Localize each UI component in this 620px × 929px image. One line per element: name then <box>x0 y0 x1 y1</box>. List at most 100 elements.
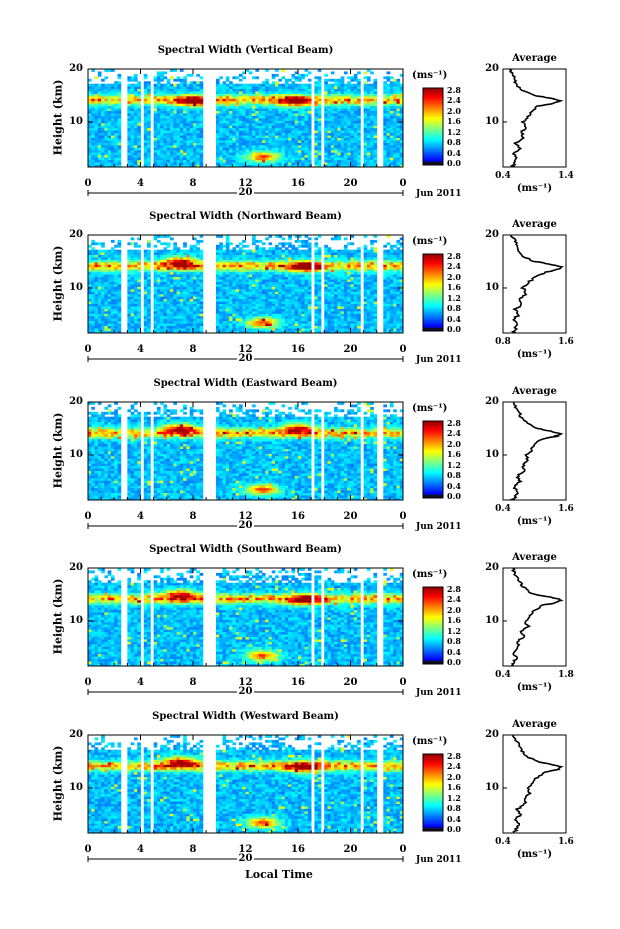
heatmap-cell <box>137 110 141 114</box>
heatmap-cell <box>189 274 194 278</box>
heatmap-cell <box>215 152 220 156</box>
heatmap-cell <box>104 279 109 282</box>
heatmap-cell <box>255 301 260 304</box>
heatmap-cell <box>222 310 227 314</box>
heatmap-cell <box>383 130 387 134</box>
heatmap-cell <box>340 88 345 92</box>
heatmap-cell <box>147 100 151 104</box>
heatmap-cell <box>189 281 194 285</box>
heatmap-cell <box>186 320 191 324</box>
heatmap-cell <box>104 249 109 253</box>
heatmap-cell <box>294 93 299 97</box>
heatmap-cell <box>173 328 177 331</box>
heatmap-cell <box>163 247 168 251</box>
heatmap-cell <box>238 130 243 134</box>
heatmap-cell <box>275 330 279 334</box>
heatmap-cell <box>110 137 115 141</box>
heatmap-cell <box>304 118 309 121</box>
heatmap-cell <box>261 279 266 282</box>
heatmap-cell <box>88 130 92 134</box>
heatmap-cell <box>281 157 286 161</box>
heatmap-cell <box>275 137 279 141</box>
heatmap-cell <box>238 105 243 109</box>
heatmap-cell <box>301 91 305 94</box>
heatmap-cell <box>268 235 273 238</box>
heatmap-cell <box>238 291 243 295</box>
heatmap-cell <box>104 149 109 153</box>
heatmap-cell <box>153 154 158 158</box>
heatmap-cell <box>173 132 177 136</box>
heatmap-cell <box>189 279 194 282</box>
heatmap-cell <box>245 259 250 263</box>
heatmap-cell <box>97 271 102 275</box>
heatmap-cell <box>393 157 397 161</box>
heatmap-cell <box>268 308 273 312</box>
heatmap-cell <box>101 328 105 331</box>
heatmap-cell <box>235 152 240 156</box>
heatmap-cell <box>199 330 204 334</box>
heatmap-cell <box>104 132 109 136</box>
heatmap-cell <box>160 330 164 334</box>
heatmap-cell <box>298 149 302 153</box>
heatmap-cell <box>350 152 355 156</box>
heatmap-cell <box>327 140 332 143</box>
heatmap-cell <box>284 118 289 121</box>
heatmap-cell <box>219 279 223 282</box>
heatmap-cell <box>222 257 227 260</box>
heatmap-cell <box>176 76 181 80</box>
heatmap-cell <box>278 105 282 109</box>
heatmap-cell <box>107 313 112 317</box>
heatmap-cell <box>373 147 378 151</box>
heatmap-cell <box>366 137 371 141</box>
heatmap-cell <box>334 113 338 116</box>
heatmap-cell <box>284 281 289 285</box>
heatmap-cell <box>189 140 194 143</box>
heatmap-cell <box>166 330 171 334</box>
heatmap-cell <box>104 318 109 322</box>
heatmap-cell <box>314 154 319 158</box>
heatmap-cell <box>340 149 345 153</box>
heatmap-cell <box>245 252 250 255</box>
heatmap-cell <box>176 276 181 280</box>
heatmap-cell <box>179 274 184 278</box>
heatmap-cell <box>255 313 260 317</box>
heatmap-cell <box>288 154 292 158</box>
heatmap-cell <box>278 308 282 312</box>
heatmap-cell <box>170 259 174 263</box>
heatmap-cell <box>255 274 260 278</box>
heatmap-cell <box>281 269 286 273</box>
heatmap-cell <box>248 269 253 273</box>
heatmap-cell <box>265 320 269 324</box>
heatmap-cell <box>130 284 135 287</box>
heatmap-cell <box>235 254 240 258</box>
heatmap-cell <box>183 137 187 141</box>
heatmap-cell <box>347 91 351 94</box>
heatmap-cell <box>94 127 99 131</box>
heatmap-cell <box>242 244 246 248</box>
heatmap-cell <box>255 244 260 248</box>
heatmap-cell <box>324 135 328 138</box>
heatmap-cell <box>238 271 243 275</box>
heatmap-cell <box>327 110 332 114</box>
heatmap-cell <box>229 149 233 153</box>
heatmap-cell <box>130 164 135 168</box>
heatmap-cell <box>107 330 112 334</box>
heatmap-cell <box>163 122 168 126</box>
heatmap-cell <box>127 98 132 102</box>
heatmap-cell <box>366 157 371 161</box>
heatmap-cell <box>353 113 358 116</box>
heatmap-cell <box>366 154 371 158</box>
heatmap-cell <box>137 115 141 119</box>
heatmap-cell <box>291 76 296 80</box>
heatmap-cell <box>396 147 401 151</box>
heatmap-cell <box>334 108 338 112</box>
heatmap-cell <box>183 257 187 260</box>
heatmap-cell <box>252 242 256 246</box>
heatmap-cell <box>275 266 279 270</box>
heatmap-cell <box>110 159 115 163</box>
heatmap-cell <box>130 120 135 124</box>
heatmap-cell <box>271 271 276 275</box>
heatmap-cell <box>340 118 345 121</box>
heatmap-cell <box>173 93 177 97</box>
heatmap-cell <box>225 88 230 92</box>
